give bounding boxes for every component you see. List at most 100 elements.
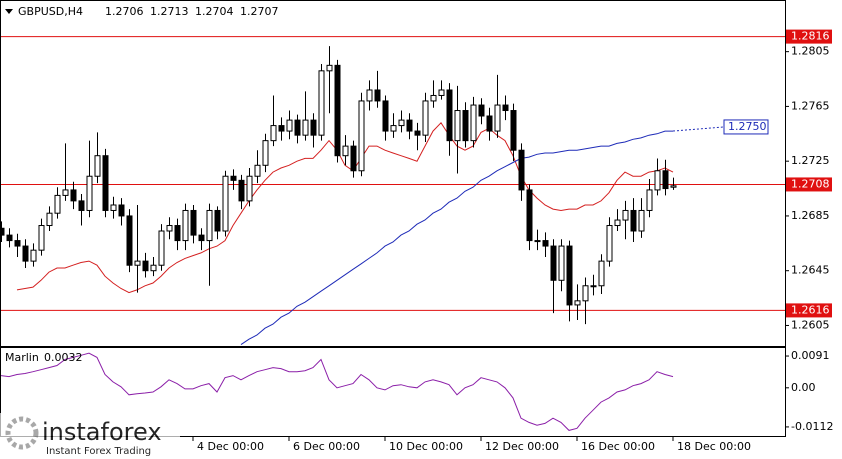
candle-body bbox=[262, 140, 269, 166]
candle-body bbox=[278, 125, 285, 132]
candle-body bbox=[670, 185, 677, 188]
candle-body bbox=[158, 230, 165, 266]
candle-body bbox=[614, 219, 621, 227]
candle-body bbox=[14, 240, 21, 247]
level-label: 1.2616 bbox=[791, 303, 830, 316]
candle-body bbox=[390, 125, 397, 132]
candle-body bbox=[590, 285, 597, 288]
candle-body bbox=[294, 119, 301, 136]
candle-body bbox=[654, 170, 661, 191]
low-value: 1.2704 bbox=[195, 5, 234, 18]
symbol: GBPUSD,H4 bbox=[18, 5, 83, 18]
level-label-bg bbox=[786, 303, 832, 318]
y-tick-label: 0.0091 bbox=[791, 349, 830, 362]
candle-body bbox=[1, 227, 5, 236]
candle-body bbox=[406, 119, 413, 132]
candle-body bbox=[582, 285, 589, 302]
line-series bbox=[240, 130, 673, 346]
candle-body bbox=[430, 94, 437, 102]
candle-body bbox=[454, 110, 461, 142]
indicator-title: Marlin bbox=[5, 351, 39, 364]
candle-body bbox=[606, 225, 613, 262]
x-tick-label: 4 Dec 00:00 bbox=[197, 440, 264, 453]
candle-body bbox=[318, 70, 325, 136]
candle-body bbox=[62, 189, 69, 196]
candle-body bbox=[574, 300, 581, 306]
y-tick-label: -0.0112 bbox=[791, 420, 833, 433]
header: GBPUSD,H4 1.2706 1.2713 1.2704 1.2707 bbox=[5, 5, 279, 18]
candle-body bbox=[510, 110, 517, 151]
candle-body bbox=[502, 104, 509, 112]
x-tick-label: 12 Dec 00:00 bbox=[485, 440, 559, 453]
candle-body bbox=[422, 100, 429, 136]
candle-body bbox=[334, 64, 341, 157]
candle-body bbox=[542, 240, 549, 247]
candle-body bbox=[662, 170, 669, 190]
projection-label-bg bbox=[723, 119, 769, 135]
level-label: 1.2708 bbox=[791, 177, 830, 190]
candle-body bbox=[142, 260, 149, 272]
candle-body bbox=[86, 175, 93, 211]
candle-body bbox=[462, 110, 469, 142]
candle-body bbox=[174, 225, 181, 242]
candle-body bbox=[398, 119, 405, 127]
candle-body bbox=[222, 175, 229, 232]
level-label-bg bbox=[786, 29, 832, 44]
candle-body bbox=[550, 245, 557, 281]
line-series bbox=[16, 121, 674, 294]
candle-body bbox=[598, 260, 605, 287]
candle-body bbox=[118, 204, 125, 217]
candle-body bbox=[646, 189, 653, 211]
candle-body bbox=[38, 225, 45, 251]
x-tick-label: 16 Dec 00:00 bbox=[581, 440, 655, 453]
watermark-brand: instaforex bbox=[42, 418, 162, 446]
candle-body bbox=[478, 104, 485, 117]
candle-body bbox=[518, 149, 525, 191]
watermark-logo bbox=[5, 416, 39, 450]
x-tick-label: 18 Dec 00:00 bbox=[677, 440, 751, 453]
candle-body bbox=[230, 175, 237, 181]
candle-body bbox=[22, 245, 29, 262]
y-tick-label: 1.2805 bbox=[791, 45, 830, 58]
candle-body bbox=[342, 145, 349, 157]
candle-body bbox=[350, 145, 357, 172]
x-tick-label: 6 Dec 00:00 bbox=[293, 440, 360, 453]
candle-body bbox=[638, 209, 645, 232]
candle-body bbox=[414, 130, 421, 136]
candle-body bbox=[150, 264, 157, 272]
candle-body bbox=[206, 209, 213, 242]
level-label: 1.2816 bbox=[791, 30, 830, 43]
x-tick-label: 10 Dec 00:00 bbox=[389, 440, 463, 453]
indicator-plot bbox=[1, 352, 674, 431]
candle-body bbox=[558, 245, 565, 281]
candle-body bbox=[214, 209, 221, 232]
y-tick-label: 1.2685 bbox=[791, 209, 830, 222]
candle-body bbox=[310, 119, 317, 136]
candle-body bbox=[358, 100, 365, 172]
candle-body bbox=[494, 104, 501, 132]
candle-body bbox=[366, 89, 373, 102]
candle-body bbox=[198, 234, 205, 242]
candle-body bbox=[534, 240, 541, 243]
candle-body bbox=[254, 164, 261, 177]
candle-body bbox=[78, 200, 85, 211]
main-plot: 1.2750 bbox=[1, 36, 785, 346]
candle-body bbox=[94, 155, 101, 177]
candle-body bbox=[246, 175, 253, 202]
candle-body bbox=[238, 179, 245, 202]
high-value: 1.2713 bbox=[150, 5, 189, 18]
candle-body bbox=[46, 212, 53, 227]
candle-body bbox=[54, 194, 61, 214]
open-value: 1.2706 bbox=[105, 5, 144, 18]
candle-body bbox=[110, 204, 117, 211]
candle-body bbox=[302, 119, 309, 136]
candle-body bbox=[6, 234, 13, 242]
main-panel-frame bbox=[0, 0, 786, 347]
candle-body bbox=[134, 260, 141, 266]
watermark-tagline: Instant Forex Trading bbox=[46, 446, 151, 457]
candle-body bbox=[166, 225, 173, 232]
candle-body bbox=[566, 245, 573, 306]
candle-body bbox=[446, 89, 453, 142]
candle-body bbox=[486, 115, 493, 132]
